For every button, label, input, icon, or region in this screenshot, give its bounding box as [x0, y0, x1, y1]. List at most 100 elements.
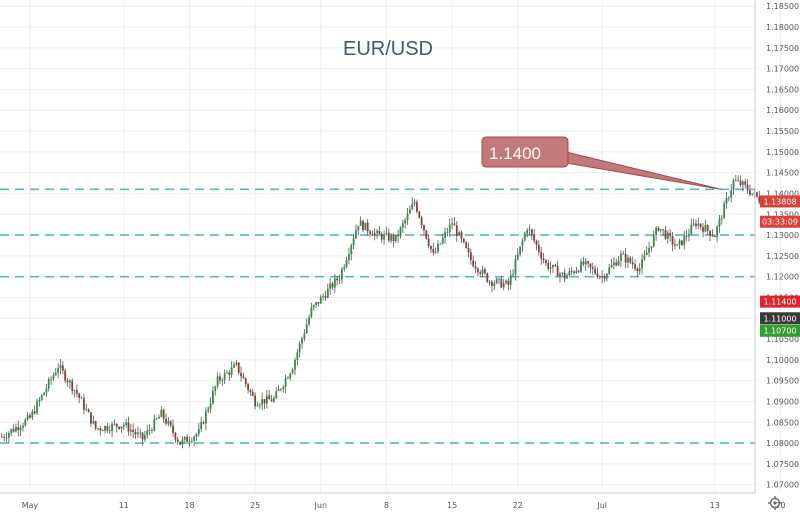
candle-body	[469, 252, 472, 261]
y-tick-label: 1.16000	[766, 106, 799, 115]
candle-body	[59, 365, 62, 369]
candle-body	[636, 268, 639, 272]
candle-body	[678, 240, 681, 245]
candle-body	[272, 398, 275, 402]
candle-body	[448, 224, 451, 233]
candle-body	[373, 232, 376, 236]
candle-body	[641, 259, 643, 269]
candle-body	[603, 276, 606, 279]
candle-body	[261, 399, 264, 405]
candle-body	[423, 225, 425, 231]
candle-body	[596, 273, 599, 278]
candle-body	[172, 425, 174, 433]
price-tag	[760, 295, 800, 308]
candle-body	[139, 432, 142, 434]
y-tick-label: 1.09500	[766, 377, 799, 386]
candle-body	[155, 418, 158, 420]
candle-body	[392, 235, 395, 241]
candle-body	[575, 271, 578, 273]
y-tick-label: 1.07000	[766, 481, 799, 490]
candle-body	[244, 378, 247, 385]
candle-body	[573, 271, 575, 273]
candle-body	[493, 283, 496, 286]
candle-body	[404, 219, 407, 224]
price-tag-label: 1.10700	[763, 327, 796, 336]
candle-body	[383, 234, 385, 240]
candle-body	[446, 232, 449, 234]
candle-body	[507, 280, 510, 285]
candle-body	[683, 235, 686, 245]
candle-body	[659, 229, 662, 231]
candle-body	[716, 226, 718, 237]
candle-body	[284, 378, 287, 387]
y-tick-label: 1.18500	[766, 2, 799, 11]
candle-body	[711, 235, 714, 237]
callout-box	[481, 136, 569, 168]
gear-icon[interactable]	[768, 496, 782, 510]
candle-body	[45, 388, 48, 393]
candle-body	[106, 425, 109, 431]
candle-body	[277, 389, 280, 392]
candle-body	[190, 440, 193, 442]
candle-body	[73, 390, 76, 392]
candle-body	[554, 264, 557, 267]
candle-body	[495, 278, 498, 284]
candle-body	[451, 223, 453, 225]
candle-body	[146, 430, 149, 436]
price-tag-label: 03:33:09	[762, 218, 798, 227]
candle-body	[47, 379, 50, 389]
candle-body	[83, 398, 85, 410]
candle-body	[662, 229, 665, 231]
candle-body	[509, 275, 512, 285]
candle-body	[322, 296, 325, 297]
candle-body	[97, 428, 99, 430]
candle-body	[352, 238, 355, 246]
candle-body	[481, 269, 484, 274]
y-tick-label: 1.17500	[766, 44, 799, 53]
candle-body	[3, 436, 6, 438]
candle-body	[324, 296, 327, 298]
candle-body	[502, 283, 505, 288]
candle-body	[212, 391, 214, 404]
candle-body	[148, 430, 151, 431]
candle-body	[195, 434, 198, 437]
candle-body	[458, 232, 461, 236]
candle-body	[491, 281, 493, 286]
candle-body	[523, 233, 526, 241]
candle-body	[528, 229, 531, 231]
candle-body	[165, 418, 167, 424]
candle-body	[308, 316, 310, 325]
candle-body	[453, 223, 456, 226]
candle-body	[549, 267, 552, 269]
candle-body	[287, 378, 289, 379]
x-tick-label: Jul	[596, 501, 607, 510]
candle-body	[113, 423, 116, 425]
candle-body	[598, 276, 601, 278]
candle-body	[610, 264, 613, 268]
candle-body	[141, 432, 144, 440]
candle-body	[193, 436, 196, 441]
candle-body	[455, 225, 458, 236]
candle-body	[427, 238, 430, 247]
candle-body	[690, 224, 693, 235]
candle-body	[535, 240, 538, 245]
candle-body	[537, 244, 540, 253]
candle-body	[624, 253, 627, 263]
candle-body	[673, 244, 676, 246]
candle-body	[530, 229, 533, 235]
candle-body	[115, 423, 118, 427]
candle-body	[176, 439, 179, 442]
candle-body	[486, 273, 489, 282]
candle-body	[369, 231, 371, 234]
candle-body	[725, 198, 728, 204]
candle-body	[101, 430, 104, 432]
candle-body	[167, 421, 170, 424]
candle-body	[355, 230, 357, 239]
candle-body	[467, 247, 470, 253]
candle-body	[718, 218, 721, 227]
candle-body	[666, 232, 669, 239]
candle-body	[301, 338, 303, 344]
candle-body	[85, 409, 88, 411]
